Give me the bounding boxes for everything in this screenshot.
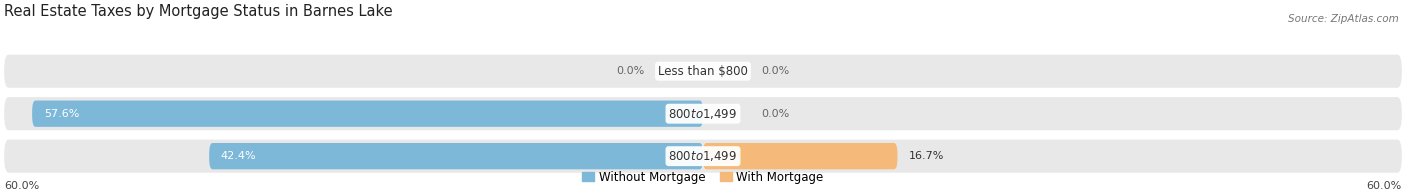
Text: Less than $800: Less than $800 <box>658 65 748 78</box>
Text: 16.7%: 16.7% <box>910 151 945 161</box>
Text: 0.0%: 0.0% <box>616 66 645 76</box>
Text: 42.4%: 42.4% <box>221 151 256 161</box>
FancyBboxPatch shape <box>209 143 703 169</box>
Text: $800 to $1,499: $800 to $1,499 <box>668 107 738 121</box>
FancyBboxPatch shape <box>4 55 1402 88</box>
Text: 57.6%: 57.6% <box>44 109 79 119</box>
Text: Source: ZipAtlas.com: Source: ZipAtlas.com <box>1288 14 1399 24</box>
Text: 60.0%: 60.0% <box>1367 181 1402 191</box>
FancyBboxPatch shape <box>4 140 1402 173</box>
Text: 0.0%: 0.0% <box>761 109 790 119</box>
FancyBboxPatch shape <box>703 143 897 169</box>
FancyBboxPatch shape <box>4 97 1402 130</box>
Text: $800 to $1,499: $800 to $1,499 <box>668 149 738 163</box>
Text: 60.0%: 60.0% <box>4 181 39 191</box>
Text: 0.0%: 0.0% <box>761 66 790 76</box>
FancyBboxPatch shape <box>32 101 703 127</box>
Legend: Without Mortgage, With Mortgage: Without Mortgage, With Mortgage <box>578 166 828 188</box>
Text: Real Estate Taxes by Mortgage Status in Barnes Lake: Real Estate Taxes by Mortgage Status in … <box>4 4 392 19</box>
